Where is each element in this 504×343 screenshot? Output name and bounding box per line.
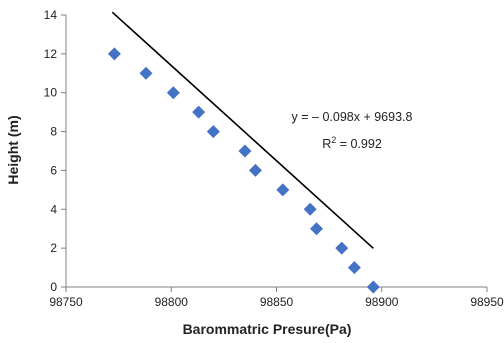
data-point (166, 86, 180, 100)
y-tick-label: 4 (50, 202, 57, 216)
plot-area: 0 2 4 6 8 10 12 14 98750 98800 98850 98900 98950 (44, 8, 504, 309)
data-point (276, 183, 290, 197)
r-squared-label: R2 = 0.992 (322, 135, 382, 151)
data-point (238, 144, 252, 158)
trendline-equation: y = – 0.098x + 9693.8 (292, 110, 413, 124)
y-axis-title: Height (m) (5, 115, 21, 184)
data-point (248, 163, 262, 177)
x-tick-label: 98800 (155, 295, 189, 309)
x-axis-title: Barommatric Presure(Pa) (183, 321, 352, 337)
y-tick-label: 8 (50, 125, 57, 139)
y-tick-label: 0 (50, 280, 57, 294)
y-tick-label: 2 (50, 241, 57, 255)
trendline (111, 11, 374, 249)
x-tick-label: 98900 (365, 295, 399, 309)
y-tick-label: 12 (44, 47, 58, 61)
data-point (347, 261, 361, 275)
x-tick-label: 98750 (49, 295, 83, 309)
y-tick-label: 6 (50, 163, 57, 177)
y-tick-label: 14 (44, 8, 58, 22)
x-tick-label: 98950 (470, 295, 504, 309)
data-point (303, 202, 317, 216)
data-point (309, 222, 323, 236)
data-point (139, 66, 153, 80)
data-point (366, 280, 380, 294)
x-tick-label: 98850 (260, 295, 294, 309)
data-point (192, 105, 206, 119)
y-tick-label: 10 (44, 86, 58, 100)
data-point (107, 47, 121, 61)
data-point (335, 241, 349, 255)
data-point (206, 125, 220, 139)
